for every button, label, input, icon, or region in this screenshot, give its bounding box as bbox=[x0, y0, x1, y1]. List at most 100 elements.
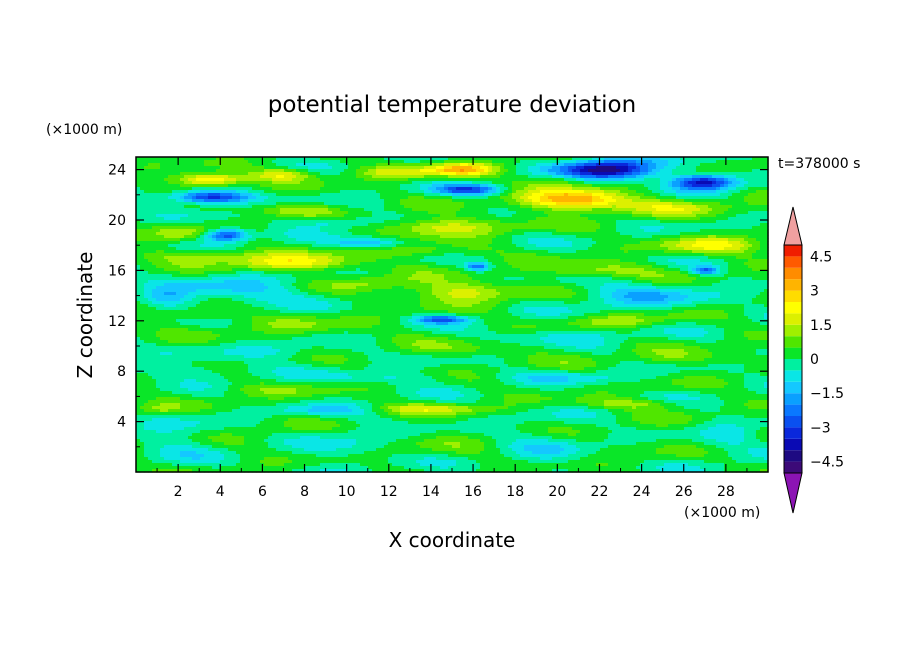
heatmap-cell bbox=[540, 205, 545, 209]
heatmap-cell bbox=[332, 205, 337, 209]
heatmap-cell bbox=[276, 199, 281, 203]
heatmap-cell bbox=[384, 166, 389, 170]
heatmap-cell bbox=[604, 214, 609, 218]
heatmap-cell bbox=[176, 235, 181, 239]
heatmap-cell bbox=[464, 193, 469, 197]
heatmap-cell bbox=[172, 205, 177, 209]
heatmap-cell bbox=[372, 163, 377, 167]
heatmap-cell bbox=[416, 172, 421, 176]
heatmap-cell bbox=[496, 163, 501, 167]
heatmap-cell bbox=[380, 160, 385, 164]
heatmap-cell bbox=[260, 181, 265, 185]
heatmap-cell bbox=[676, 184, 681, 188]
heatmap-cell bbox=[520, 193, 525, 197]
heatmap-cell bbox=[540, 199, 545, 203]
heatmap-cell bbox=[400, 169, 405, 173]
heatmap-cell bbox=[220, 181, 225, 185]
heatmap-cell bbox=[272, 160, 277, 164]
heatmap-cell bbox=[512, 193, 517, 197]
heatmap-cell bbox=[728, 199, 733, 203]
heatmap-cell bbox=[576, 178, 581, 182]
heatmap-cell bbox=[720, 211, 725, 215]
heatmap-cell bbox=[372, 187, 377, 191]
heatmap-cell bbox=[164, 184, 169, 188]
heatmap-cell bbox=[700, 199, 705, 203]
heatmap-cell bbox=[424, 172, 429, 176]
heatmap-cell bbox=[472, 217, 477, 221]
heatmap-cell bbox=[544, 190, 549, 194]
heatmap-cell bbox=[336, 223, 341, 227]
heatmap-cell bbox=[532, 208, 537, 212]
heatmap-cell bbox=[376, 235, 381, 239]
heatmap-cell bbox=[668, 190, 673, 194]
heatmap-cell bbox=[192, 178, 197, 182]
heatmap-cell bbox=[676, 232, 681, 236]
heatmap-cell bbox=[216, 193, 221, 197]
heatmap-cell bbox=[500, 226, 505, 230]
heatmap-cell bbox=[564, 178, 569, 182]
heatmap-cell bbox=[320, 211, 325, 215]
heatmap-cell bbox=[392, 172, 397, 176]
heatmap-cell bbox=[292, 184, 297, 188]
heatmap-cell bbox=[540, 232, 545, 236]
heatmap-cell bbox=[444, 187, 449, 191]
heatmap-cell bbox=[564, 169, 569, 173]
heatmap-cell bbox=[728, 157, 733, 161]
heatmap-cell bbox=[376, 232, 381, 236]
heatmap-cell bbox=[440, 172, 445, 176]
heatmap-cell bbox=[760, 175, 765, 179]
heatmap-cell bbox=[280, 214, 285, 218]
heatmap-cell bbox=[424, 187, 429, 191]
heatmap-cell bbox=[396, 184, 401, 188]
heatmap-cell bbox=[380, 178, 385, 182]
heatmap-cell bbox=[340, 205, 345, 209]
time-label: t=378000 s bbox=[778, 156, 860, 172]
heatmap-cell bbox=[232, 196, 237, 200]
heatmap-cell bbox=[504, 205, 509, 209]
heatmap-cell bbox=[284, 181, 289, 185]
heatmap-cell bbox=[612, 190, 617, 194]
heatmap-cell bbox=[176, 184, 181, 188]
heatmap-cell bbox=[752, 172, 757, 176]
heatmap-cell bbox=[228, 184, 233, 188]
heatmap-cell bbox=[412, 205, 417, 209]
heatmap-cell bbox=[268, 199, 273, 203]
heatmap-cell bbox=[252, 223, 257, 227]
heatmap-cell bbox=[720, 175, 725, 179]
heatmap-cell bbox=[344, 205, 349, 209]
heatmap-cell bbox=[236, 235, 241, 239]
heatmap-cell bbox=[764, 187, 769, 191]
heatmap-cell bbox=[480, 160, 485, 164]
heatmap-cell bbox=[392, 223, 397, 227]
heatmap-cell bbox=[368, 196, 373, 200]
heatmap-cell bbox=[532, 187, 537, 191]
heatmap-cell bbox=[508, 211, 513, 215]
heatmap-cell bbox=[196, 169, 201, 173]
heatmap-cell bbox=[732, 217, 737, 221]
heatmap-cell bbox=[580, 229, 585, 233]
heatmap-cell bbox=[168, 181, 173, 185]
heatmap-cell bbox=[408, 172, 413, 176]
heatmap-cell bbox=[412, 181, 417, 185]
heatmap-cell bbox=[316, 208, 321, 212]
heatmap-cell bbox=[476, 202, 481, 206]
heatmap-cell bbox=[412, 178, 417, 182]
heatmap-cell bbox=[464, 205, 469, 209]
heatmap-cell bbox=[216, 232, 221, 236]
heatmap-cell bbox=[600, 235, 605, 239]
heatmap-cell bbox=[172, 226, 177, 230]
heatmap-cell bbox=[688, 172, 693, 176]
heatmap-cell bbox=[512, 235, 517, 239]
heatmap-cell bbox=[500, 193, 505, 197]
heatmap-cell bbox=[288, 205, 293, 209]
heatmap-cell bbox=[464, 238, 469, 242]
heatmap-cell bbox=[220, 166, 225, 170]
heatmap-cell bbox=[424, 175, 429, 179]
heatmap-cell bbox=[384, 229, 389, 233]
heatmap-cell bbox=[636, 163, 641, 167]
heatmap-cell bbox=[476, 232, 481, 236]
heatmap-cell bbox=[468, 172, 473, 176]
heatmap-cell bbox=[464, 157, 469, 161]
heatmap-cell bbox=[656, 181, 661, 185]
heatmap-cell bbox=[312, 160, 317, 164]
